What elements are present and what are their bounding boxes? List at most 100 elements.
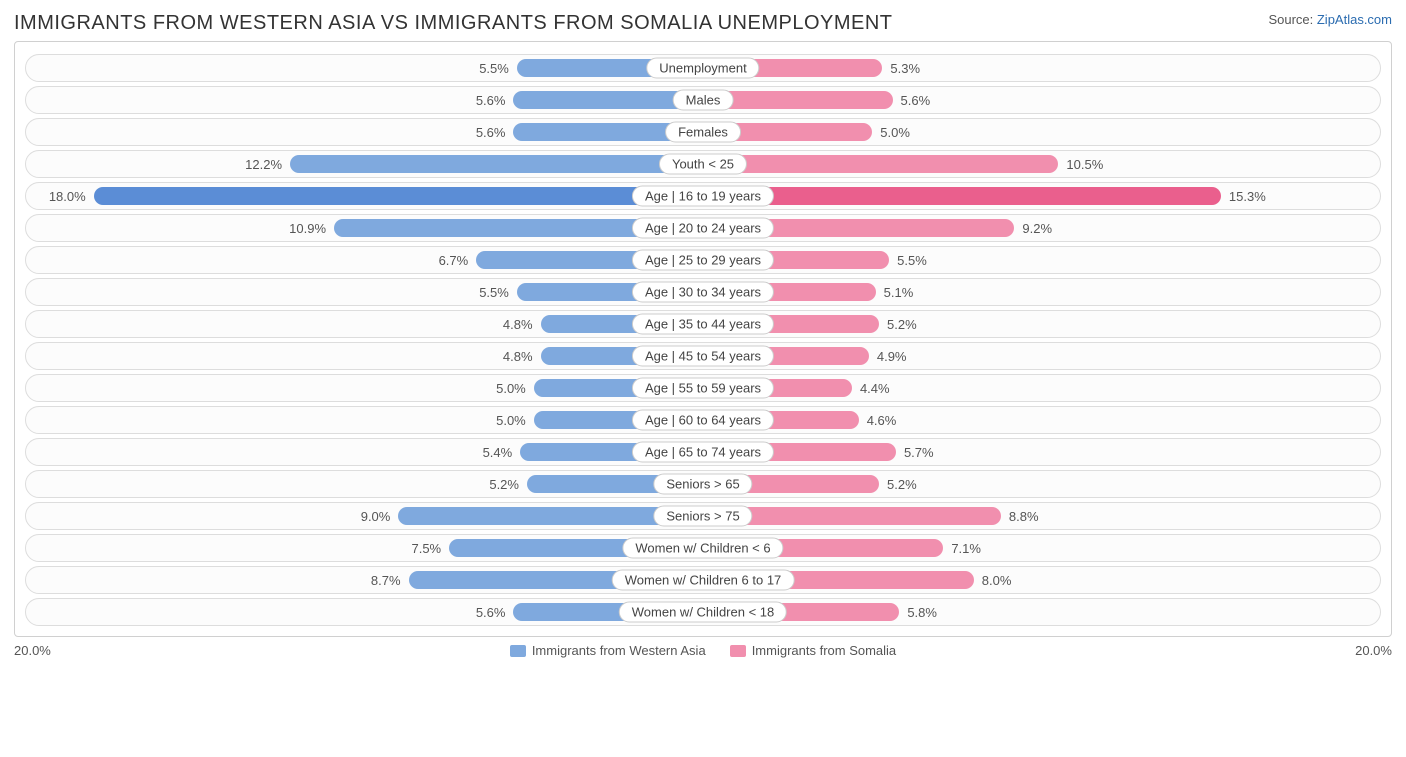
- left-value-label: 5.0%: [488, 413, 534, 428]
- row-right-half: 5.3%: [703, 55, 1380, 81]
- left-value-label: 5.0%: [488, 381, 534, 396]
- right-value-label: 15.3%: [1221, 189, 1274, 204]
- category-label: Age | 35 to 44 years: [632, 314, 774, 335]
- left-value-label: 12.2%: [237, 157, 290, 172]
- source-link[interactable]: ZipAtlas.com: [1317, 12, 1392, 27]
- category-label: Age | 25 to 29 years: [632, 250, 774, 271]
- right-value-label: 4.9%: [869, 349, 915, 364]
- right-value-label: 5.6%: [893, 93, 939, 108]
- legend-item-left: Immigrants from Western Asia: [510, 643, 706, 658]
- row-left-half: 5.2%: [26, 471, 703, 497]
- diverging-bar-chart: 5.5% 5.3% Unemployment 5.6% 5.6% Males 5.6% 5.0…: [14, 41, 1392, 637]
- row-left-half: 10.9%: [26, 215, 703, 241]
- left-value-label: 5.2%: [481, 477, 527, 492]
- category-label: Seniors > 75: [653, 506, 752, 527]
- chart-row: 4.8% 5.2%Age | 35 to 44 years: [25, 310, 1381, 338]
- chart-row: 5.0% 4.6% Age | 60 to 64 years: [25, 406, 1381, 434]
- row-right-half: 5.7%: [703, 439, 1380, 465]
- left-value-label: 5.6%: [468, 605, 514, 620]
- row-left-half: 5.6%: [26, 599, 703, 625]
- chart-row: 5.0% 4.4% Age | 55 to 59 years: [25, 374, 1381, 402]
- left-value-label: 5.5%: [471, 61, 517, 76]
- right-value-label: 8.0%: [974, 573, 1020, 588]
- row-right-half: 5.0%: [703, 119, 1380, 145]
- right-value-label: 9.2%: [1014, 221, 1060, 236]
- right-bar: [703, 187, 1221, 205]
- chart-row: 5.4% 5.7%Age | 65 to 74 years: [25, 438, 1381, 466]
- category-label: Women w/ Children 6 to 17: [612, 570, 795, 591]
- right-value-label: 5.8%: [899, 605, 945, 620]
- right-value-label: 5.5%: [889, 253, 935, 268]
- left-value-label: 5.6%: [468, 125, 514, 140]
- category-label: Females: [665, 122, 741, 143]
- category-label: Age | 65 to 74 years: [632, 442, 774, 463]
- chart-row: 5.6%5.8%Women w/ Children < 18: [25, 598, 1381, 626]
- legend-label-right: Immigrants from Somalia: [752, 643, 896, 658]
- category-label: Males: [673, 90, 734, 111]
- right-value-label: 10.5%: [1058, 157, 1111, 172]
- chart-footer: 20.0% Immigrants from Western Asia Immig…: [14, 643, 1392, 658]
- left-value-label: 9.0%: [353, 509, 399, 524]
- left-value-label: 8.7%: [363, 573, 409, 588]
- right-bar: [703, 155, 1058, 173]
- right-value-label: 5.1%: [876, 285, 922, 300]
- row-right-half: 5.5%: [703, 247, 1380, 273]
- chart-row: 6.7% 5.5% Age | 25 to 29 years: [25, 246, 1381, 274]
- row-right-half: 4.6%: [703, 407, 1380, 433]
- row-right-half: 8.0%: [703, 567, 1380, 593]
- right-value-label: 5.0%: [872, 125, 918, 140]
- left-value-label: 7.5%: [403, 541, 449, 556]
- chart-row: 5.6%5.6%Males: [25, 86, 1381, 114]
- legend-swatch-left: [510, 645, 526, 657]
- row-right-half: 7.1%: [703, 535, 1380, 561]
- chart-row: 8.7% 8.0% Women w/ Children 6 to 17: [25, 566, 1381, 594]
- row-right-half: 4.4%: [703, 375, 1380, 401]
- left-value-label: 4.8%: [495, 349, 541, 364]
- chart-row: 10.9% 9.2% Age | 20 to 24 years: [25, 214, 1381, 242]
- chart-header: IMMIGRANTS FROM WESTERN ASIA VS IMMIGRAN…: [14, 12, 1392, 35]
- category-label: Age | 16 to 19 years: [632, 186, 774, 207]
- right-value-label: 4.6%: [859, 413, 905, 428]
- category-label: Seniors > 65: [653, 474, 752, 495]
- left-value-label: 10.9%: [281, 221, 334, 236]
- row-left-half: 12.2%: [26, 151, 703, 177]
- axis-max-left: 20.0%: [14, 643, 51, 658]
- row-right-half: 5.1%: [703, 279, 1380, 305]
- category-label: Women w/ Children < 6: [622, 538, 783, 559]
- row-right-half: 8.8%: [703, 503, 1380, 529]
- chart-source: Source: ZipAtlas.com: [1268, 12, 1392, 27]
- left-bar: [94, 187, 703, 205]
- chart-row: 5.5%5.1%Age | 30 to 34 years: [25, 278, 1381, 306]
- legend-swatch-right: [730, 645, 746, 657]
- left-value-label: 4.8%: [495, 317, 541, 332]
- chart-title: IMMIGRANTS FROM WESTERN ASIA VS IMMIGRAN…: [14, 12, 893, 35]
- category-label: Age | 20 to 24 years: [632, 218, 774, 239]
- row-right-half: 5.8%: [703, 599, 1380, 625]
- left-value-label: 5.4%: [475, 445, 521, 460]
- row-left-half: 6.7%: [26, 247, 703, 273]
- category-label: Youth < 25: [659, 154, 747, 175]
- right-value-label: 5.3%: [882, 61, 928, 76]
- left-value-label: 5.5%: [471, 285, 517, 300]
- chart-row: 5.6% 5.0% Females: [25, 118, 1381, 146]
- row-left-half: 5.5%: [26, 55, 703, 81]
- chart-row: 9.0% 8.8%Seniors > 75: [25, 502, 1381, 530]
- left-bar: [290, 155, 703, 173]
- right-value-label: 4.4%: [852, 381, 898, 396]
- chart-row: 12.2% 10.5% Youth < 25: [25, 150, 1381, 178]
- row-left-half: 4.8%: [26, 311, 703, 337]
- row-right-half: 10.5%: [703, 151, 1380, 177]
- row-left-half: 5.0%: [26, 407, 703, 433]
- chart-row: 5.5% 5.3% Unemployment: [25, 54, 1381, 82]
- legend-label-left: Immigrants from Western Asia: [532, 643, 706, 658]
- row-left-half: 7.5%: [26, 535, 703, 561]
- row-left-half: 5.5%: [26, 279, 703, 305]
- row-right-half: 5.2%: [703, 311, 1380, 337]
- row-left-half: 18.0%: [26, 183, 703, 209]
- legend: Immigrants from Western Asia Immigrants …: [510, 643, 896, 658]
- category-label: Age | 60 to 64 years: [632, 410, 774, 431]
- category-label: Age | 55 to 59 years: [632, 378, 774, 399]
- row-left-half: 5.0%: [26, 375, 703, 401]
- chart-row: 7.5% 7.1%Women w/ Children < 6: [25, 534, 1381, 562]
- category-label: Unemployment: [646, 58, 759, 79]
